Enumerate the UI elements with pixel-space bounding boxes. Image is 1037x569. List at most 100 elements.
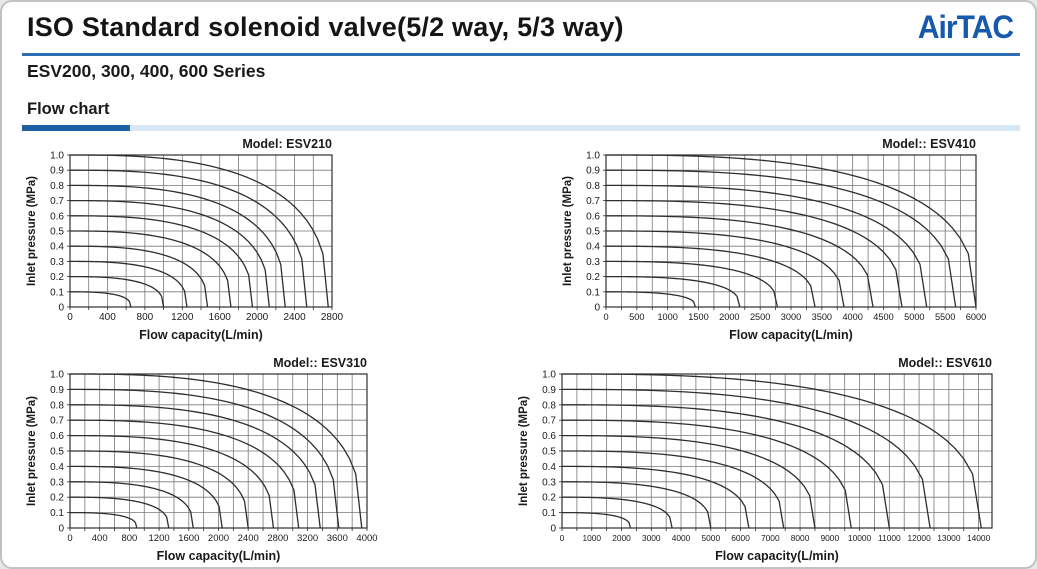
svg-text:8000: 8000 xyxy=(791,533,810,543)
svg-text:0: 0 xyxy=(560,533,565,543)
svg-text:0.3: 0.3 xyxy=(542,477,556,488)
svg-text:0: 0 xyxy=(594,303,600,314)
svg-text:0.8: 0.8 xyxy=(50,181,64,192)
svg-text:0.3: 0.3 xyxy=(586,257,600,268)
svg-text:0.6: 0.6 xyxy=(542,431,556,442)
svg-text:2000: 2000 xyxy=(246,312,269,323)
svg-text:400: 400 xyxy=(92,533,108,544)
svg-text:4500: 4500 xyxy=(873,312,893,322)
svg-text:Model: ESV210: Model: ESV210 xyxy=(242,137,332,151)
svg-text:Flow capacity(L/min): Flow capacity(L/min) xyxy=(157,549,281,563)
section-divider-accent xyxy=(22,125,130,131)
svg-text:1.0: 1.0 xyxy=(586,151,600,162)
svg-text:Inlet pressure (MPa): Inlet pressure (MPa) xyxy=(562,176,574,286)
svg-text:3200: 3200 xyxy=(297,533,318,544)
svg-text:1.0: 1.0 xyxy=(50,151,64,162)
svg-text:800: 800 xyxy=(121,533,137,544)
flow-chart-esv610: 0 1000 2000 3000 4000 5000 6000 7000 8000 9000 100… xyxy=(516,354,1006,567)
svg-text:0.6: 0.6 xyxy=(586,211,600,222)
svg-text:0.8: 0.8 xyxy=(586,181,600,192)
svg-text:1.0: 1.0 xyxy=(50,370,64,381)
svg-text:1000: 1000 xyxy=(582,533,601,543)
svg-text:0.4: 0.4 xyxy=(542,462,556,473)
svg-text:4000: 4000 xyxy=(672,533,691,543)
svg-text:2000: 2000 xyxy=(612,533,631,543)
svg-text:500: 500 xyxy=(629,312,644,322)
section-divider xyxy=(22,125,1020,131)
svg-text:0.2: 0.2 xyxy=(586,272,600,283)
svg-text:400: 400 xyxy=(99,312,116,323)
svg-text:3000: 3000 xyxy=(642,533,661,543)
svg-text:0.9: 0.9 xyxy=(542,385,556,396)
svg-text:1000: 1000 xyxy=(657,312,677,322)
svg-text:2000: 2000 xyxy=(719,312,739,322)
svg-text:800: 800 xyxy=(137,312,154,323)
svg-text:4000: 4000 xyxy=(356,533,377,544)
svg-text:0.7: 0.7 xyxy=(50,196,64,207)
svg-text:0.9: 0.9 xyxy=(586,166,600,177)
svg-text:2400: 2400 xyxy=(238,533,259,544)
svg-text:4000: 4000 xyxy=(842,312,862,322)
flow-chart-esv310: 0 400 800 1200 1600 2000 2400 2800 3200 3600 4000 0… xyxy=(24,354,381,567)
svg-text:0.9: 0.9 xyxy=(50,385,64,396)
svg-text:0.7: 0.7 xyxy=(50,416,64,427)
svg-text:5500: 5500 xyxy=(935,312,955,322)
flow-chart-esv410: 0 500 1000 1500 2000 2500 3000 3500 4000 4500 5000… xyxy=(560,135,990,350)
svg-text:0: 0 xyxy=(603,312,608,322)
svg-text:7000: 7000 xyxy=(761,533,780,543)
svg-text:Model:: ESV610: Model:: ESV610 xyxy=(898,356,992,370)
flow-chart-esv210: 0 400 800 1200 1600 2000 2400 2800 0 0.1 0.2 0.3 0.4… xyxy=(24,135,346,350)
flow-chart-svg: 0 400 800 1200 1600 2000 2400 2800 3200 3600 4000 0… xyxy=(26,356,378,563)
svg-text:0.4: 0.4 xyxy=(50,242,64,253)
svg-text:0.8: 0.8 xyxy=(542,400,556,411)
svg-text:0.9: 0.9 xyxy=(50,166,64,177)
flow-chart-svg: 0 1000 2000 3000 4000 5000 6000 7000 8000 9000 100… xyxy=(518,356,993,563)
svg-text:0.2: 0.2 xyxy=(50,493,64,504)
svg-text:3500: 3500 xyxy=(812,312,832,322)
svg-text:Model:: ESV410: Model:: ESV410 xyxy=(882,137,976,151)
svg-text:11000: 11000 xyxy=(878,533,901,543)
svg-text:10000: 10000 xyxy=(848,533,872,543)
svg-text:0.1: 0.1 xyxy=(50,287,64,298)
svg-text:0.7: 0.7 xyxy=(586,196,600,207)
airtac-logo: AirTAC xyxy=(917,10,1014,46)
svg-text:6000: 6000 xyxy=(731,533,750,543)
title-divider xyxy=(22,53,1020,56)
svg-text:1.0: 1.0 xyxy=(542,370,556,381)
svg-text:Flow capacity(L/min): Flow capacity(L/min) xyxy=(139,328,263,342)
svg-text:Inlet pressure (MPa): Inlet pressure (MPa) xyxy=(26,396,38,506)
svg-text:0: 0 xyxy=(67,312,73,323)
svg-text:Flow capacity(L/min): Flow capacity(L/min) xyxy=(729,328,853,342)
svg-text:0.1: 0.1 xyxy=(586,287,600,298)
svg-text:0.1: 0.1 xyxy=(542,508,556,519)
svg-text:5000: 5000 xyxy=(701,533,720,543)
svg-text:1200: 1200 xyxy=(149,533,170,544)
svg-text:1600: 1600 xyxy=(178,533,199,544)
flow-chart-svg: 0 400 800 1200 1600 2000 2400 2800 0 0.1 0.2 0.3 0.4… xyxy=(26,137,344,342)
svg-text:0.5: 0.5 xyxy=(542,447,556,458)
page-title: ISO Standard solenoid valve(5/2 way, 5/3… xyxy=(27,12,624,42)
flow-chart-svg: 0 500 1000 1500 2000 2500 3000 3500 4000 4500 5000… xyxy=(562,137,986,342)
svg-text:0.6: 0.6 xyxy=(50,211,64,222)
svg-text:0: 0 xyxy=(58,303,64,314)
section-title-flow-chart: Flow chart xyxy=(27,100,110,118)
svg-text:0.2: 0.2 xyxy=(542,493,556,504)
svg-text:0.6: 0.6 xyxy=(50,431,64,442)
svg-text:13000: 13000 xyxy=(937,533,961,543)
svg-text:2400: 2400 xyxy=(283,312,306,323)
svg-text:0: 0 xyxy=(58,524,64,535)
svg-text:0.4: 0.4 xyxy=(50,462,64,473)
svg-text:0.2: 0.2 xyxy=(50,272,64,283)
svg-text:0.5: 0.5 xyxy=(586,227,600,238)
svg-text:5000: 5000 xyxy=(904,312,924,322)
svg-text:2000: 2000 xyxy=(208,533,229,544)
svg-text:0.4: 0.4 xyxy=(586,242,600,253)
svg-text:2800: 2800 xyxy=(321,312,344,323)
svg-text:1200: 1200 xyxy=(171,312,194,323)
svg-text:12000: 12000 xyxy=(907,533,931,543)
svg-text:2500: 2500 xyxy=(750,312,770,322)
svg-text:0.3: 0.3 xyxy=(50,257,64,268)
svg-text:0: 0 xyxy=(67,533,72,544)
svg-text:3000: 3000 xyxy=(781,312,801,322)
